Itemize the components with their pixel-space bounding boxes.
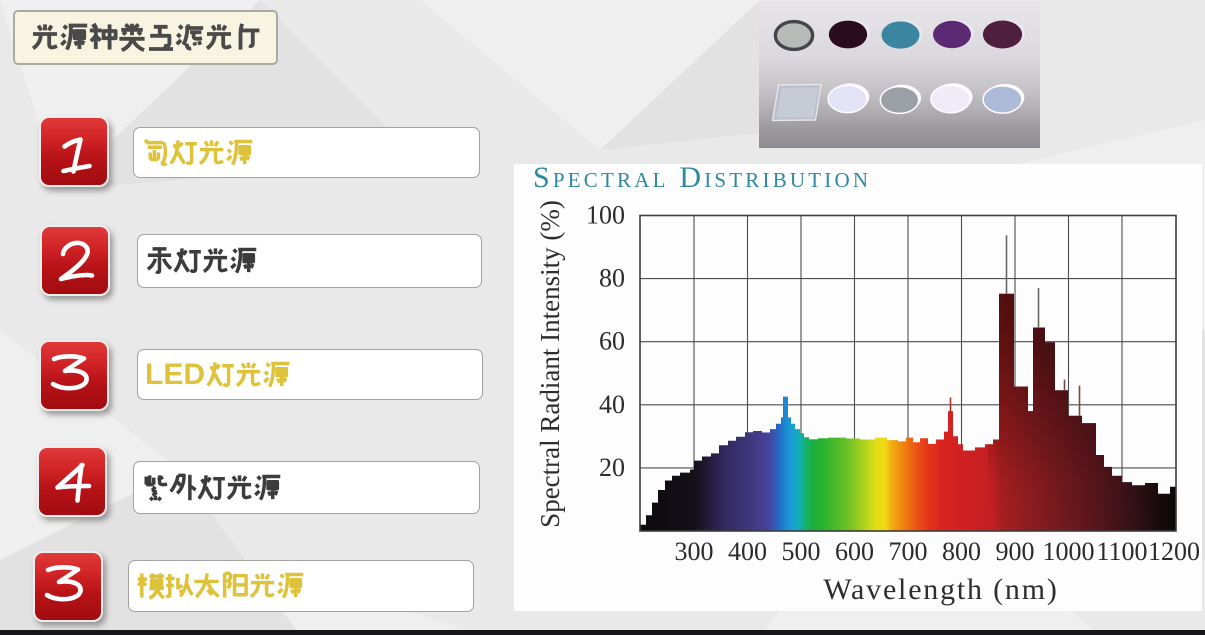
svg-text:60: 60 xyxy=(599,327,625,356)
svg-text:500: 500 xyxy=(782,537,821,566)
svg-text:Spectral Radiant Intensity (%): Spectral Radiant Intensity (%) xyxy=(535,200,565,528)
svg-text:40: 40 xyxy=(599,390,625,419)
svg-text:1000: 1000 xyxy=(1043,537,1095,566)
svg-text:300: 300 xyxy=(675,537,714,566)
svg-text:400: 400 xyxy=(728,537,767,566)
svg-text:800: 800 xyxy=(942,537,981,566)
svg-text:1200: 1200 xyxy=(1148,537,1200,566)
svg-text:100: 100 xyxy=(586,201,625,230)
svg-text:Spectral Distribution: Spectral Distribution xyxy=(533,164,871,194)
svg-text:Wavelength (nm): Wavelength (nm) xyxy=(823,573,1058,606)
svg-text:600: 600 xyxy=(835,537,874,566)
svg-text:80: 80 xyxy=(599,264,625,293)
svg-text:700: 700 xyxy=(889,537,928,566)
svg-text:1100: 1100 xyxy=(1096,537,1147,566)
svg-text:900: 900 xyxy=(996,537,1035,566)
svg-text:20: 20 xyxy=(599,453,625,482)
